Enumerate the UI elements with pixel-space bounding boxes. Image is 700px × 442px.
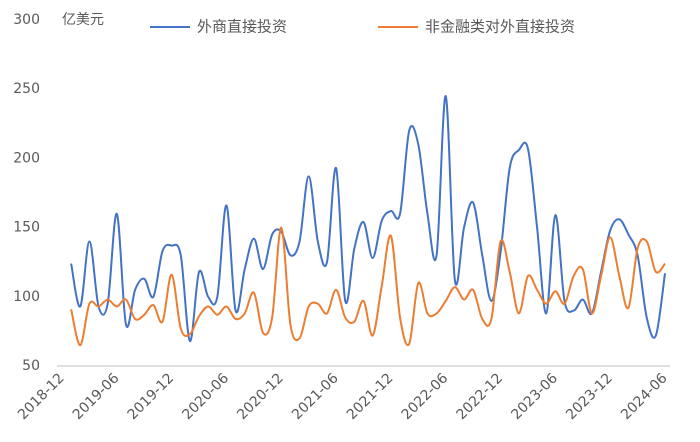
legend-label: 外商直接投资 bbox=[197, 18, 287, 36]
x-tick-label: 2024-06 bbox=[618, 370, 671, 423]
x-tick-label: 2023-12 bbox=[563, 370, 616, 423]
y-tick-label: 50 bbox=[22, 358, 40, 374]
x-tick-label: 2021-06 bbox=[289, 370, 342, 423]
y-tick-label: 150 bbox=[13, 220, 40, 236]
y-tick-label: 300 bbox=[13, 12, 40, 28]
x-tick-label: 2020-12 bbox=[234, 370, 287, 423]
y-tick-label: 250 bbox=[13, 81, 40, 97]
x-tick-label: 2022-12 bbox=[454, 370, 507, 423]
x-tick-label: 2020-06 bbox=[179, 370, 232, 423]
x-tick-label: 2023-06 bbox=[508, 370, 561, 423]
y-tick-label: 100 bbox=[13, 289, 40, 305]
line-series bbox=[70, 226, 666, 347]
x-tick-label: 2019-12 bbox=[125, 370, 178, 423]
x-tick-label: 2018-12 bbox=[15, 370, 68, 423]
line-series bbox=[70, 95, 666, 343]
x-tick-label: 2019-06 bbox=[70, 370, 123, 423]
x-tick-label: 2022-06 bbox=[399, 370, 452, 423]
x-tick-label: 2021-12 bbox=[344, 370, 397, 423]
y-tick-label: 200 bbox=[13, 150, 40, 166]
legend-label: 非金融类对外直接投资 bbox=[425, 18, 575, 36]
y-axis-label: 亿美元 bbox=[62, 12, 104, 28]
